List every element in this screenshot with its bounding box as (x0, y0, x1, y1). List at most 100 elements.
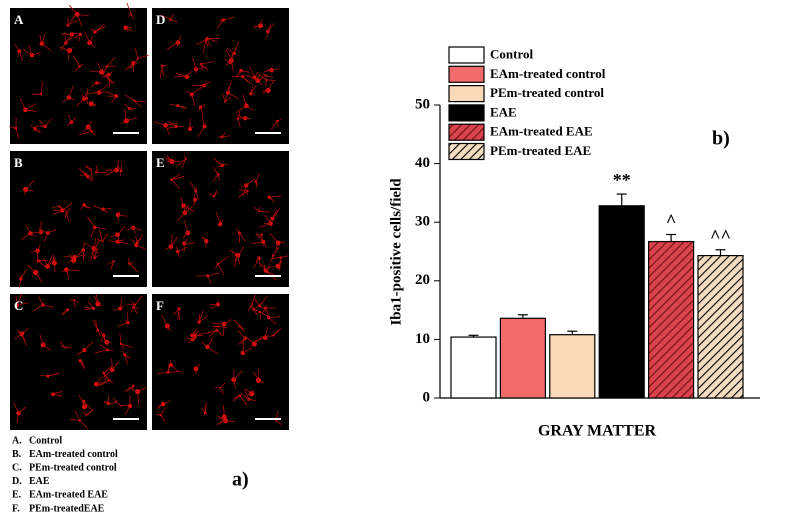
process (18, 50, 23, 62)
process (85, 166, 91, 170)
process (15, 296, 18, 306)
process (20, 274, 23, 280)
y-tick-label: 10 (415, 331, 430, 347)
process (83, 204, 91, 209)
process (134, 100, 142, 108)
process (207, 337, 214, 348)
process (229, 52, 234, 63)
process (101, 66, 108, 79)
process (69, 47, 74, 51)
caption-key: F. (12, 503, 20, 514)
process (268, 317, 277, 325)
process (195, 190, 199, 200)
process (77, 13, 90, 17)
process (170, 364, 179, 373)
process (253, 206, 260, 212)
process (160, 407, 166, 416)
process (184, 204, 189, 213)
process (84, 307, 94, 309)
process (253, 302, 263, 310)
process (195, 69, 197, 74)
process (182, 232, 189, 239)
process (120, 120, 127, 125)
process (236, 70, 242, 77)
process (79, 63, 84, 67)
process (107, 240, 118, 243)
micrograph (10, 151, 147, 287)
process (16, 293, 23, 306)
process (204, 329, 217, 335)
process (137, 386, 148, 393)
process (233, 370, 243, 380)
process (73, 34, 81, 39)
process (43, 232, 49, 242)
process (67, 15, 76, 26)
process (68, 4, 78, 15)
process (136, 234, 144, 243)
process (59, 206, 68, 212)
process (237, 329, 246, 339)
process (82, 96, 87, 99)
process (117, 239, 125, 243)
process (220, 382, 226, 389)
process (177, 105, 186, 110)
panel-letter: F (156, 298, 164, 313)
y-tick-label: 40 (415, 155, 430, 171)
process (237, 118, 241, 128)
process (84, 31, 90, 43)
process (258, 234, 262, 238)
cell (193, 197, 197, 202)
process (66, 213, 70, 222)
process (82, 411, 87, 416)
bar (499, 317, 546, 399)
process (128, 258, 130, 264)
process (87, 176, 93, 183)
process (153, 121, 166, 126)
process (265, 79, 267, 87)
legend-label: PEm-treated control (490, 85, 604, 100)
panel-letter: B (14, 155, 23, 170)
process (120, 405, 131, 407)
process (161, 315, 168, 327)
process (235, 105, 247, 113)
process (41, 43, 52, 52)
process (42, 344, 52, 352)
process (132, 385, 134, 392)
process (38, 228, 48, 234)
process (14, 332, 23, 340)
process (35, 272, 40, 279)
process (72, 260, 75, 265)
process (97, 303, 103, 307)
process (70, 256, 75, 261)
process (166, 42, 179, 50)
process (130, 13, 135, 20)
process (19, 278, 22, 288)
process (94, 248, 98, 258)
y-tick-label: 20 (415, 272, 430, 288)
process (117, 322, 128, 327)
process (78, 349, 85, 355)
process (42, 304, 55, 308)
process (234, 254, 237, 267)
process (216, 330, 224, 337)
process (130, 301, 136, 306)
process (239, 232, 246, 242)
process (38, 296, 44, 306)
process (177, 35, 182, 43)
process (258, 210, 271, 213)
process (233, 47, 237, 54)
caption-text: Control (29, 435, 62, 446)
process (253, 371, 259, 381)
process (259, 75, 266, 81)
process (102, 232, 109, 242)
bar (647, 240, 695, 399)
process (133, 227, 143, 231)
process (123, 385, 134, 393)
process (213, 167, 219, 175)
process (67, 17, 69, 26)
process (25, 179, 35, 190)
process (238, 190, 248, 198)
process (103, 208, 112, 210)
process (129, 263, 139, 273)
process (98, 229, 103, 242)
